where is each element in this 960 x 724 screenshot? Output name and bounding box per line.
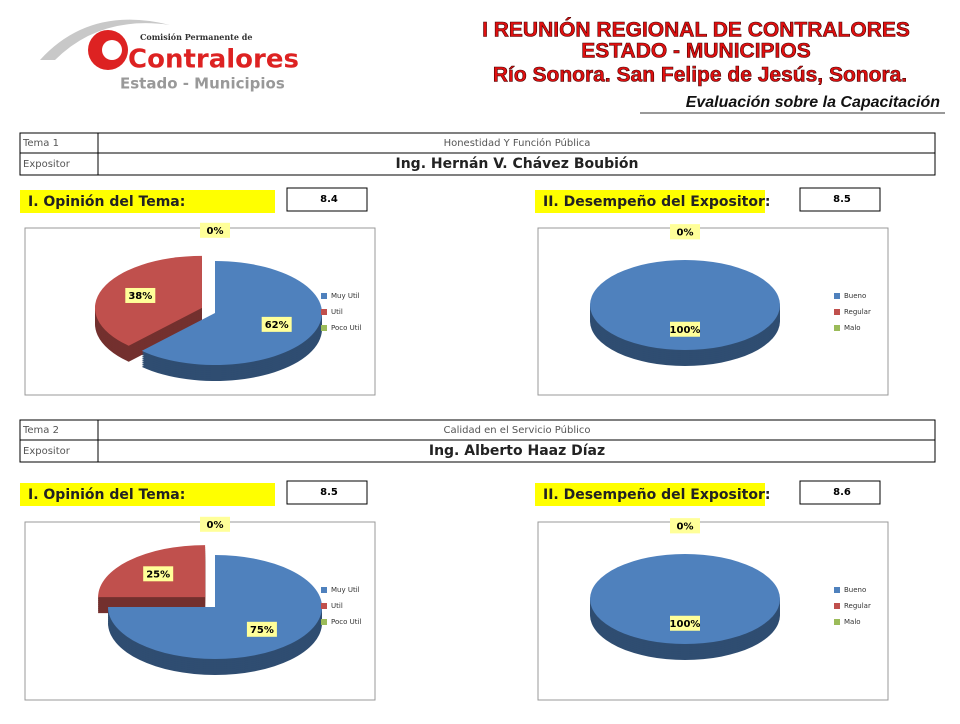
label-bg bbox=[200, 222, 230, 238]
title: I REUNIÓN REGIONAL DE CONTRALORES ESTADO… bbox=[482, 17, 910, 87]
label-bg bbox=[200, 516, 230, 532]
value-label: 38% bbox=[128, 291, 152, 302]
score: 8.4 bbox=[320, 194, 338, 205]
label-bg bbox=[143, 566, 174, 582]
subtitle: Evaluación sobre la Capacitación bbox=[686, 94, 941, 111]
legend-swatch bbox=[321, 309, 327, 315]
label-bg bbox=[261, 316, 292, 332]
heading-bg bbox=[535, 190, 765, 213]
tema: Calidad en el Servicio Público bbox=[443, 424, 590, 436]
legend-swatch bbox=[834, 619, 840, 625]
value-label: 75% bbox=[250, 625, 274, 636]
expositor: Ing. Hernán V. Chávez Boubión bbox=[396, 156, 639, 172]
label-bg bbox=[670, 321, 700, 337]
legend-label: Muy Util bbox=[331, 586, 360, 594]
chart-heading: I. Opinión del Tema: bbox=[28, 487, 185, 503]
chart-heading: II. Desempeño del Expositor: bbox=[543, 487, 771, 503]
legend-swatch bbox=[321, 619, 327, 625]
title-line: Río Sonora. San Felipe de Jesús, Sonora. bbox=[493, 64, 907, 87]
expositor-label: Expositor bbox=[23, 446, 71, 457]
tema: Honestidad Y Función Pública bbox=[444, 137, 591, 149]
heading-bg bbox=[535, 483, 765, 506]
tema-label: Tema 2 bbox=[22, 425, 59, 436]
section: Tema 1 Honestidad Y Función Pública Exposi… bbox=[19, 132, 936, 396]
legend-label: Malo bbox=[844, 324, 861, 332]
score: 8.6 bbox=[833, 487, 851, 498]
logo-line2: Contralores bbox=[128, 45, 299, 75]
slice bbox=[141, 261, 322, 365]
heading-bg bbox=[20, 483, 275, 506]
chart-heading: II. Desempeño del Expositor: bbox=[543, 194, 771, 210]
label-bg bbox=[670, 224, 700, 240]
score: 8.5 bbox=[833, 194, 851, 205]
value-label: 100% bbox=[670, 619, 701, 630]
logo-line1: Comisión Permanente de bbox=[140, 32, 252, 42]
legend-swatch bbox=[321, 603, 327, 609]
label-bg bbox=[670, 518, 700, 534]
tema-label: Tema 1 bbox=[22, 138, 59, 149]
label-bg bbox=[125, 287, 156, 303]
section: Tema 2 Calidad en el Servicio Público Expo… bbox=[19, 419, 936, 701]
logo-circle-inner bbox=[102, 40, 122, 60]
legend-label: Bueno bbox=[844, 292, 866, 300]
legend-swatch bbox=[321, 325, 327, 331]
value-label: 0% bbox=[207, 520, 224, 531]
title-line: ESTADO - MUNICIPIOS bbox=[581, 40, 810, 63]
table-row bbox=[19, 439, 936, 463]
legend-swatch bbox=[834, 325, 840, 331]
expositor-label: Expositor bbox=[23, 159, 71, 170]
legend-label: Util bbox=[331, 308, 343, 316]
legend-label: Regular bbox=[844, 602, 871, 610]
label-bg bbox=[246, 621, 277, 637]
slice bbox=[590, 554, 780, 644]
legend-swatch bbox=[834, 309, 840, 315]
score: 8.5 bbox=[320, 487, 338, 498]
logo-swoosh bbox=[40, 19, 170, 60]
value-label: 62% bbox=[265, 320, 289, 331]
legend-swatch bbox=[834, 603, 840, 609]
legend-label: Malo bbox=[844, 618, 861, 626]
table-row bbox=[19, 152, 936, 176]
value-label: 0% bbox=[207, 226, 224, 237]
chart-heading: I. Opinión del Tema: bbox=[28, 194, 185, 210]
legend-swatch bbox=[321, 587, 327, 593]
logo-line3: Estado - Municipios bbox=[120, 75, 285, 93]
slice bbox=[590, 260, 780, 350]
expositor: Ing. Alberto Haaz Díaz bbox=[429, 443, 605, 459]
legend-swatch bbox=[834, 587, 840, 593]
score-box bbox=[286, 480, 368, 505]
value-label: 100% bbox=[670, 325, 701, 336]
value-label: 25% bbox=[146, 569, 170, 580]
title-line: I REUNIÓN REGIONAL DE CONTRALORES bbox=[482, 18, 910, 42]
legend-label: Muy Util bbox=[331, 292, 360, 300]
heading-bg bbox=[20, 190, 275, 213]
legend-label: Util bbox=[331, 602, 343, 610]
score-box bbox=[799, 187, 881, 212]
value-label: 0% bbox=[677, 521, 694, 532]
legend-swatch bbox=[321, 293, 327, 299]
legend-swatch bbox=[834, 293, 840, 299]
legend-label: Poco Util bbox=[331, 324, 361, 332]
legend-label: Poco Util bbox=[331, 618, 361, 626]
legend-label: Regular bbox=[844, 308, 871, 316]
label-bg bbox=[670, 615, 700, 631]
value-label: 0% bbox=[677, 227, 694, 238]
score-box bbox=[799, 480, 881, 505]
legend-label: Bueno bbox=[844, 586, 866, 594]
score-box bbox=[286, 187, 368, 212]
logo: Comisión Permanente de Contralores Estad… bbox=[40, 19, 299, 93]
